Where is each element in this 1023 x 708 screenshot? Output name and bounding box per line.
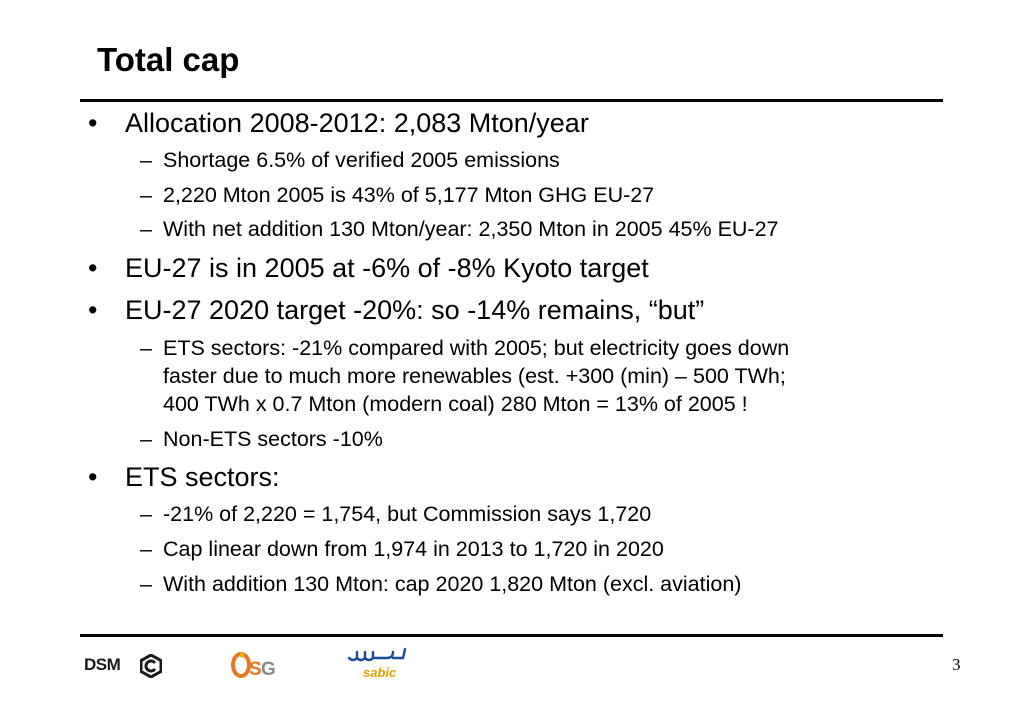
page-number: 3 xyxy=(952,655,961,674)
sub-item: – Cap linear down from 1,974 in 2013 to … xyxy=(140,535,940,563)
sub-item: – Non-ETS sectors -10% xyxy=(140,425,940,453)
sub-item: – -21% of 2,220 = 1,754, but Commission … xyxy=(140,500,940,528)
bullet-marker: • xyxy=(88,462,98,492)
sabic-arabic-icon xyxy=(347,647,407,662)
sub-marker: – xyxy=(140,427,152,451)
bullet-text: EU-27 is in 2005 at -6% of -8% Kyoto tar… xyxy=(125,253,649,283)
sub-text: Non-ETS sectors -10% xyxy=(163,427,383,451)
sub-marker: – xyxy=(140,502,152,526)
bullet-text: EU-27 2020 target -20%: so -14% remains,… xyxy=(125,295,705,325)
sub-text: -21% of 2,220 = 1,754, but Commission sa… xyxy=(163,502,652,526)
dsm-logo-text: DSM xyxy=(84,655,121,674)
slide-title: Total cap xyxy=(97,41,240,78)
sub-marker: – xyxy=(140,183,152,207)
footer-rule xyxy=(80,634,943,637)
sub-text: Cap linear down from 1,974 in 2013 to 1,… xyxy=(163,537,664,561)
osg-logo-icon: S G xyxy=(231,652,276,680)
title-rule xyxy=(80,99,943,102)
sub-item: – 2,220 Mton 2005 is 43% of 5,177 Mton G… xyxy=(140,181,940,209)
sub-text: ETS sectors: -21% compared with 2005; bu… xyxy=(163,336,790,416)
sub-item: – Shortage 6.5% of verified 2005 emissio… xyxy=(140,146,940,174)
sub-marker: – xyxy=(140,148,152,172)
sabic-logo-text: sabic xyxy=(363,665,397,680)
sub-item: – With addition 130 Mton: cap 2020 1,820… xyxy=(140,570,940,598)
sub-marker: – xyxy=(140,336,152,360)
sub-text: With net addition 130 Mton/year: 2,350 M… xyxy=(163,217,779,241)
bullet-marker: • xyxy=(88,253,98,283)
sub-item: – ETS sectors: -21% compared with 2005; … xyxy=(140,334,940,418)
sub-marker: – xyxy=(140,537,152,561)
sub-text: With addition 130 Mton: cap 2020 1,820 M… xyxy=(163,572,742,596)
sub-marker: – xyxy=(140,572,152,596)
sub-text: 2,220 Mton 2005 is 43% of 5,177 Mton GHG… xyxy=(163,183,655,207)
sub-item: – With net addition 130 Mton/year: 2,350… xyxy=(140,215,940,243)
sabic-logo: sabic xyxy=(347,646,411,680)
bullet-text: ETS sectors: xyxy=(125,462,280,492)
sub-marker: – xyxy=(140,217,152,241)
svg-text:S: S xyxy=(249,659,262,680)
osg-logo: S G xyxy=(230,648,286,685)
svg-text:G: G xyxy=(261,659,276,680)
bullet-text: Allocation 2008-2012: 2,083 Mton/year xyxy=(125,108,589,138)
dsm-emblem-icon xyxy=(140,654,162,678)
bullet-marker: • xyxy=(88,108,98,138)
bullet-marker: • xyxy=(88,295,98,325)
sub-text: Shortage 6.5% of verified 2005 emissions xyxy=(163,148,560,172)
